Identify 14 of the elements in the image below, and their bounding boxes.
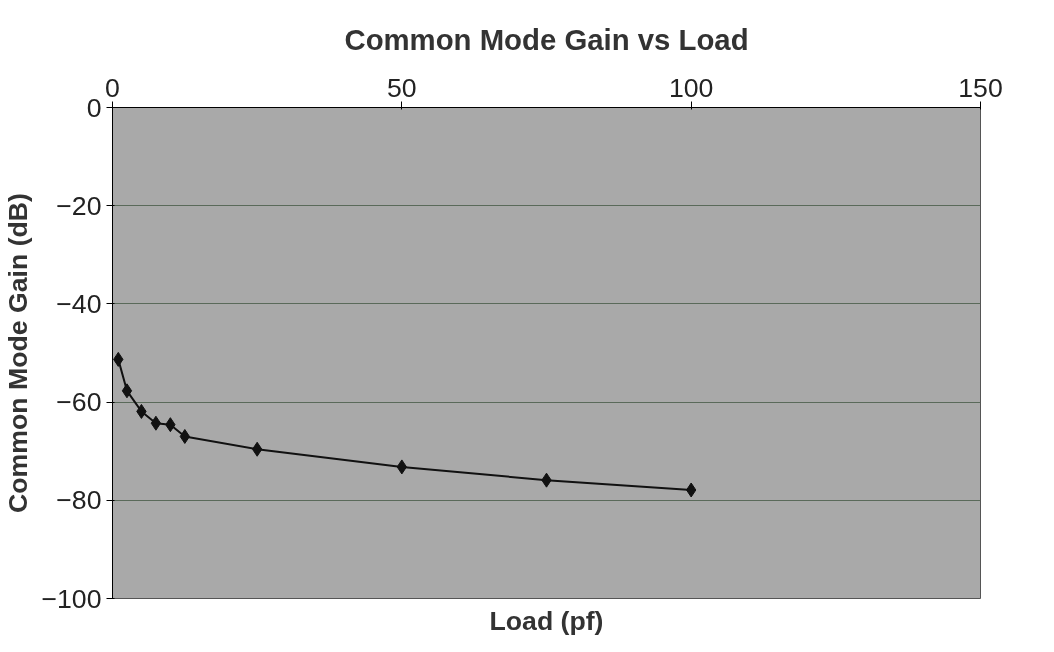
y-tick-label: −80 — [56, 485, 102, 516]
y-tick-label: −100 — [41, 583, 102, 614]
y-tick-label: −60 — [56, 387, 102, 418]
y-tick-label: 0 — [86, 92, 102, 123]
point — [150, 415, 162, 431]
point — [121, 383, 133, 399]
x-tick-label: 100 — [668, 72, 714, 103]
chart-title: Common Mode Gain vs Load — [344, 22, 749, 56]
x-tick-label: 150 — [958, 72, 1003, 103]
y-tick-label: −40 — [56, 288, 102, 319]
x-axis-title: Load (pf) — [489, 605, 604, 636]
x-tick-label: 50 — [387, 72, 417, 103]
y-tick-label: −20 — [56, 190, 102, 221]
y-axis-title: Common Mode Gain (dB) — [3, 193, 34, 513]
